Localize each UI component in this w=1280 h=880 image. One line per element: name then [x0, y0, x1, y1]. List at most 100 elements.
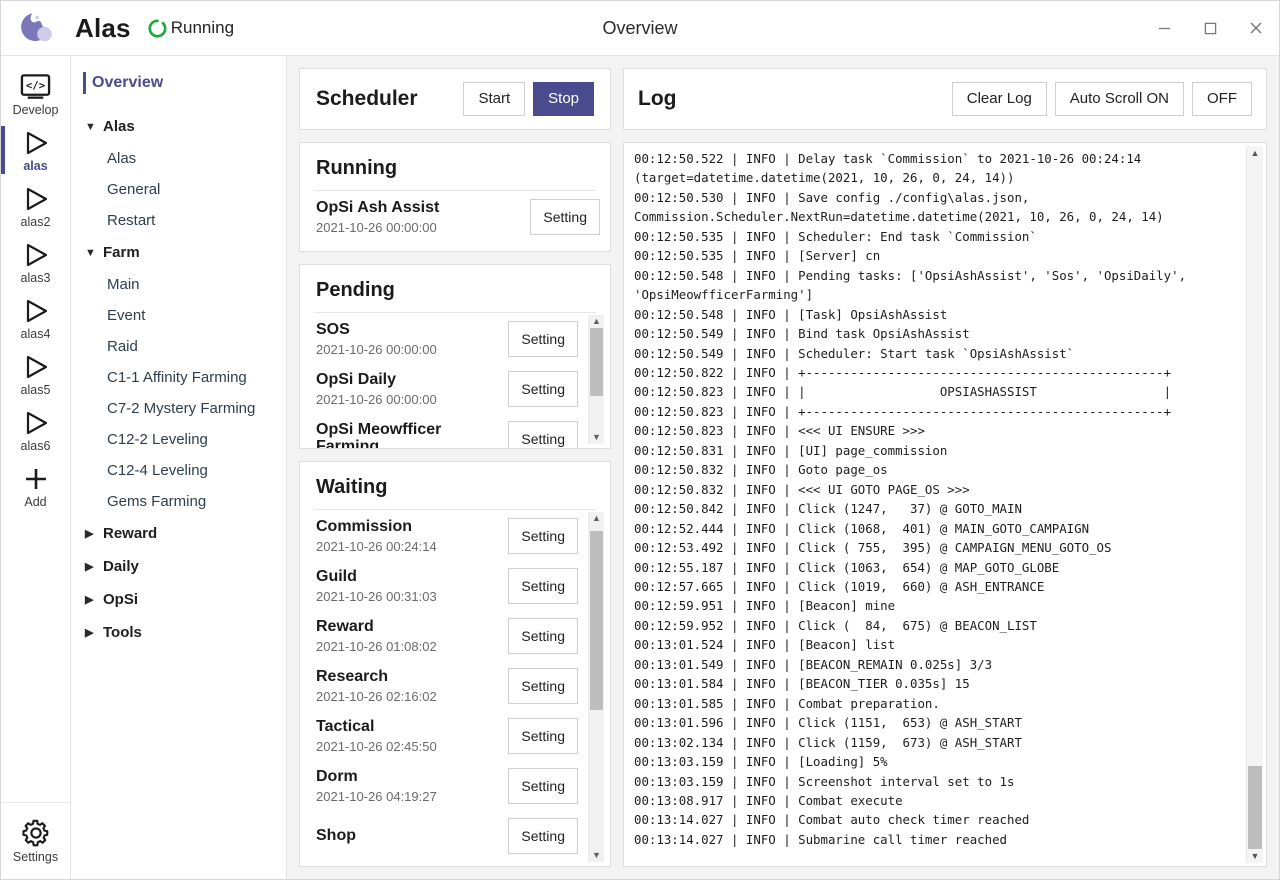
scroll-down-icon[interactable]: ▼	[1250, 851, 1260, 861]
chevron-right-icon: ▶	[85, 627, 94, 639]
scroll-down-icon[interactable]: ▼	[592, 850, 601, 860]
task-name: OpSi Daily	[316, 371, 397, 388]
task-setting-button[interactable]: Setting	[508, 421, 578, 448]
nav-group-farm[interactable]: ▼ Farm	[71, 236, 286, 269]
rail-item-alas[interactable]: alas	[0, 122, 71, 178]
scrollbar-track[interactable]	[1247, 160, 1263, 849]
pending-title: Pending	[316, 279, 395, 301]
task-setting-button[interactable]: Setting	[508, 321, 578, 357]
scrollbar-track[interactable]	[589, 525, 604, 849]
nav-group-reward[interactable]: ▶ Reward	[71, 517, 286, 550]
sidebar-item-restart[interactable]: Restart	[107, 212, 156, 229]
task-name: OpSi Ash Assist	[316, 199, 440, 216]
auto-scroll-off-button[interactable]: OFF	[1192, 82, 1252, 116]
task-info: Dorm 2021-10-26 04:19:27	[316, 768, 500, 804]
scroll-up-icon[interactable]: ▲	[592, 316, 601, 326]
rail-item-add[interactable]: Add	[1, 458, 71, 514]
log-output[interactable]: 00:12:50.522 | INFO | Delay task `Commis…	[634, 151, 1187, 847]
task-info: Research 2021-10-26 02:16:02	[316, 668, 500, 704]
sidebar-item-event[interactable]: Event	[107, 307, 146, 324]
task-time: 2021-10-26 02:16:02	[316, 689, 437, 704]
rail-bottom-section: Settings	[0, 802, 71, 879]
scheduler-controls: Start Stop	[463, 82, 594, 116]
rail-item-alas2[interactable]: alas2	[1, 178, 71, 234]
task-info: Guild 2021-10-26 00:31:03	[316, 568, 500, 604]
play-icon	[26, 355, 47, 379]
sidebar-item-gems-farming[interactable]: Gems Farming	[107, 493, 207, 510]
scrollbar-thumb[interactable]	[590, 531, 603, 710]
log-scrollbar[interactable]: ▲ ▼	[1246, 146, 1263, 863]
scrollbar-thumb[interactable]	[590, 328, 603, 396]
scroll-up-icon[interactable]: ▲	[1250, 148, 1260, 158]
nav-group-tools[interactable]: ▶ Tools	[71, 616, 286, 649]
task-name: Research	[316, 668, 389, 685]
nav-sidebar: Overview ▼ Alas Alas General Restart ▼ F…	[71, 56, 287, 879]
scheduler-stop-button[interactable]: Stop	[533, 82, 594, 116]
task-setting-button[interactable]: Setting	[508, 818, 578, 854]
play-icon	[26, 411, 47, 435]
gear-icon	[21, 819, 48, 847]
rail-item-alas5[interactable]: alas5	[1, 346, 71, 402]
scheduler-start-button[interactable]: Start	[463, 82, 526, 116]
rail-item-settings[interactable]: Settings	[1, 811, 71, 869]
instance-rail: </> Develop alas alas2 alas3 alas4	[0, 56, 71, 879]
scrollbar-thumb[interactable]	[1248, 766, 1262, 849]
nav-group-opsi[interactable]: ▶ OpSi	[71, 583, 286, 616]
rail-item-alas6[interactable]: alas6	[1, 402, 71, 458]
nav-group-label: Alas	[103, 118, 135, 135]
task-setting-button[interactable]: Setting	[508, 518, 578, 554]
task-info: Shop	[316, 827, 500, 845]
waiting-task-list: Commission 2021-10-26 00:24:14 Setting G…	[300, 510, 588, 866]
task-row: Tactical 2021-10-26 02:45:50 Setting	[300, 710, 588, 760]
nav-group-label: Farm	[103, 244, 140, 261]
task-setting-button[interactable]: Setting	[508, 568, 578, 604]
maximize-button[interactable]	[1187, 1, 1233, 56]
task-time: 2021-10-26 00:00:00	[316, 342, 437, 357]
sidebar-item-main[interactable]: Main	[107, 276, 140, 293]
task-setting-button[interactable]: Setting	[508, 668, 578, 704]
divider	[314, 190, 596, 191]
sidebar-item-c12-2-leveling[interactable]: C12-2 Leveling	[107, 431, 208, 448]
task-name: SOS	[316, 321, 350, 338]
sidebar-item-overview[interactable]: Overview	[71, 70, 286, 96]
scroll-down-icon[interactable]: ▼	[592, 432, 601, 442]
rail-item-develop[interactable]: </> Develop	[1, 66, 71, 122]
rail-item-label: alas2	[20, 215, 51, 229]
task-setting-button[interactable]: Setting	[508, 618, 578, 654]
task-time: 2021-10-26 02:45:50	[316, 739, 437, 754]
minimize-button[interactable]	[1141, 1, 1187, 56]
clear-log-button[interactable]: Clear Log	[951, 82, 1047, 116]
sidebar-item-alas[interactable]: Alas	[107, 150, 137, 167]
task-name: Dorm	[316, 768, 358, 785]
task-setting-button[interactable]: Setting	[508, 768, 578, 804]
sidebar-item-raid[interactable]: Raid	[107, 338, 138, 355]
scrollbar-track[interactable]	[589, 328, 604, 431]
log-controls: Clear Log Auto Scroll ON OFF	[951, 82, 1252, 116]
task-row: OpSi Ash Assist 2021-10-26 00:00:00 Sett…	[300, 191, 610, 247]
sidebar-item-c1-1-affinity-farming[interactable]: C1-1 Affinity Farming	[107, 369, 247, 386]
task-setting-button[interactable]: Setting	[508, 371, 578, 407]
auto-scroll-on-button[interactable]: Auto Scroll ON	[1054, 82, 1184, 116]
task-info: SOS 2021-10-26 00:00:00	[316, 321, 500, 357]
pending-scrollbar[interactable]: ▲ ▼	[588, 315, 604, 444]
task-setting-button[interactable]: Setting	[508, 718, 578, 754]
sidebar-item-c12-4-leveling[interactable]: C12-4 Leveling	[107, 462, 208, 479]
scroll-up-icon[interactable]: ▲	[592, 513, 601, 523]
sidebar-item-c7-2-mystery-farming[interactable]: C7-2 Mystery Farming	[107, 400, 256, 417]
rail-item-alas3[interactable]: alas3	[1, 234, 71, 290]
sidebar-item-general[interactable]: General	[107, 181, 161, 198]
log-panel: 00:12:50.522 | INFO | Delay task `Commis…	[623, 142, 1267, 867]
rail-item-alas4[interactable]: alas4	[1, 290, 71, 346]
nav-group-daily[interactable]: ▶ Daily	[71, 550, 286, 583]
main-content: Scheduler Start Stop Running Op	[287, 56, 1279, 879]
nav-group-label: Tools	[103, 624, 142, 641]
app-logo	[1, 7, 71, 49]
task-row: SOS 2021-10-26 00:00:00 Setting	[300, 313, 588, 363]
close-button[interactable]	[1233, 1, 1279, 56]
nav-group-alas[interactable]: ▼ Alas	[71, 110, 286, 143]
task-setting-button[interactable]: Setting	[530, 199, 600, 235]
chevron-right-icon: ▶	[85, 594, 94, 606]
waiting-scrollbar[interactable]: ▲ ▼	[588, 512, 604, 862]
nav-group-label: Reward	[103, 525, 158, 542]
